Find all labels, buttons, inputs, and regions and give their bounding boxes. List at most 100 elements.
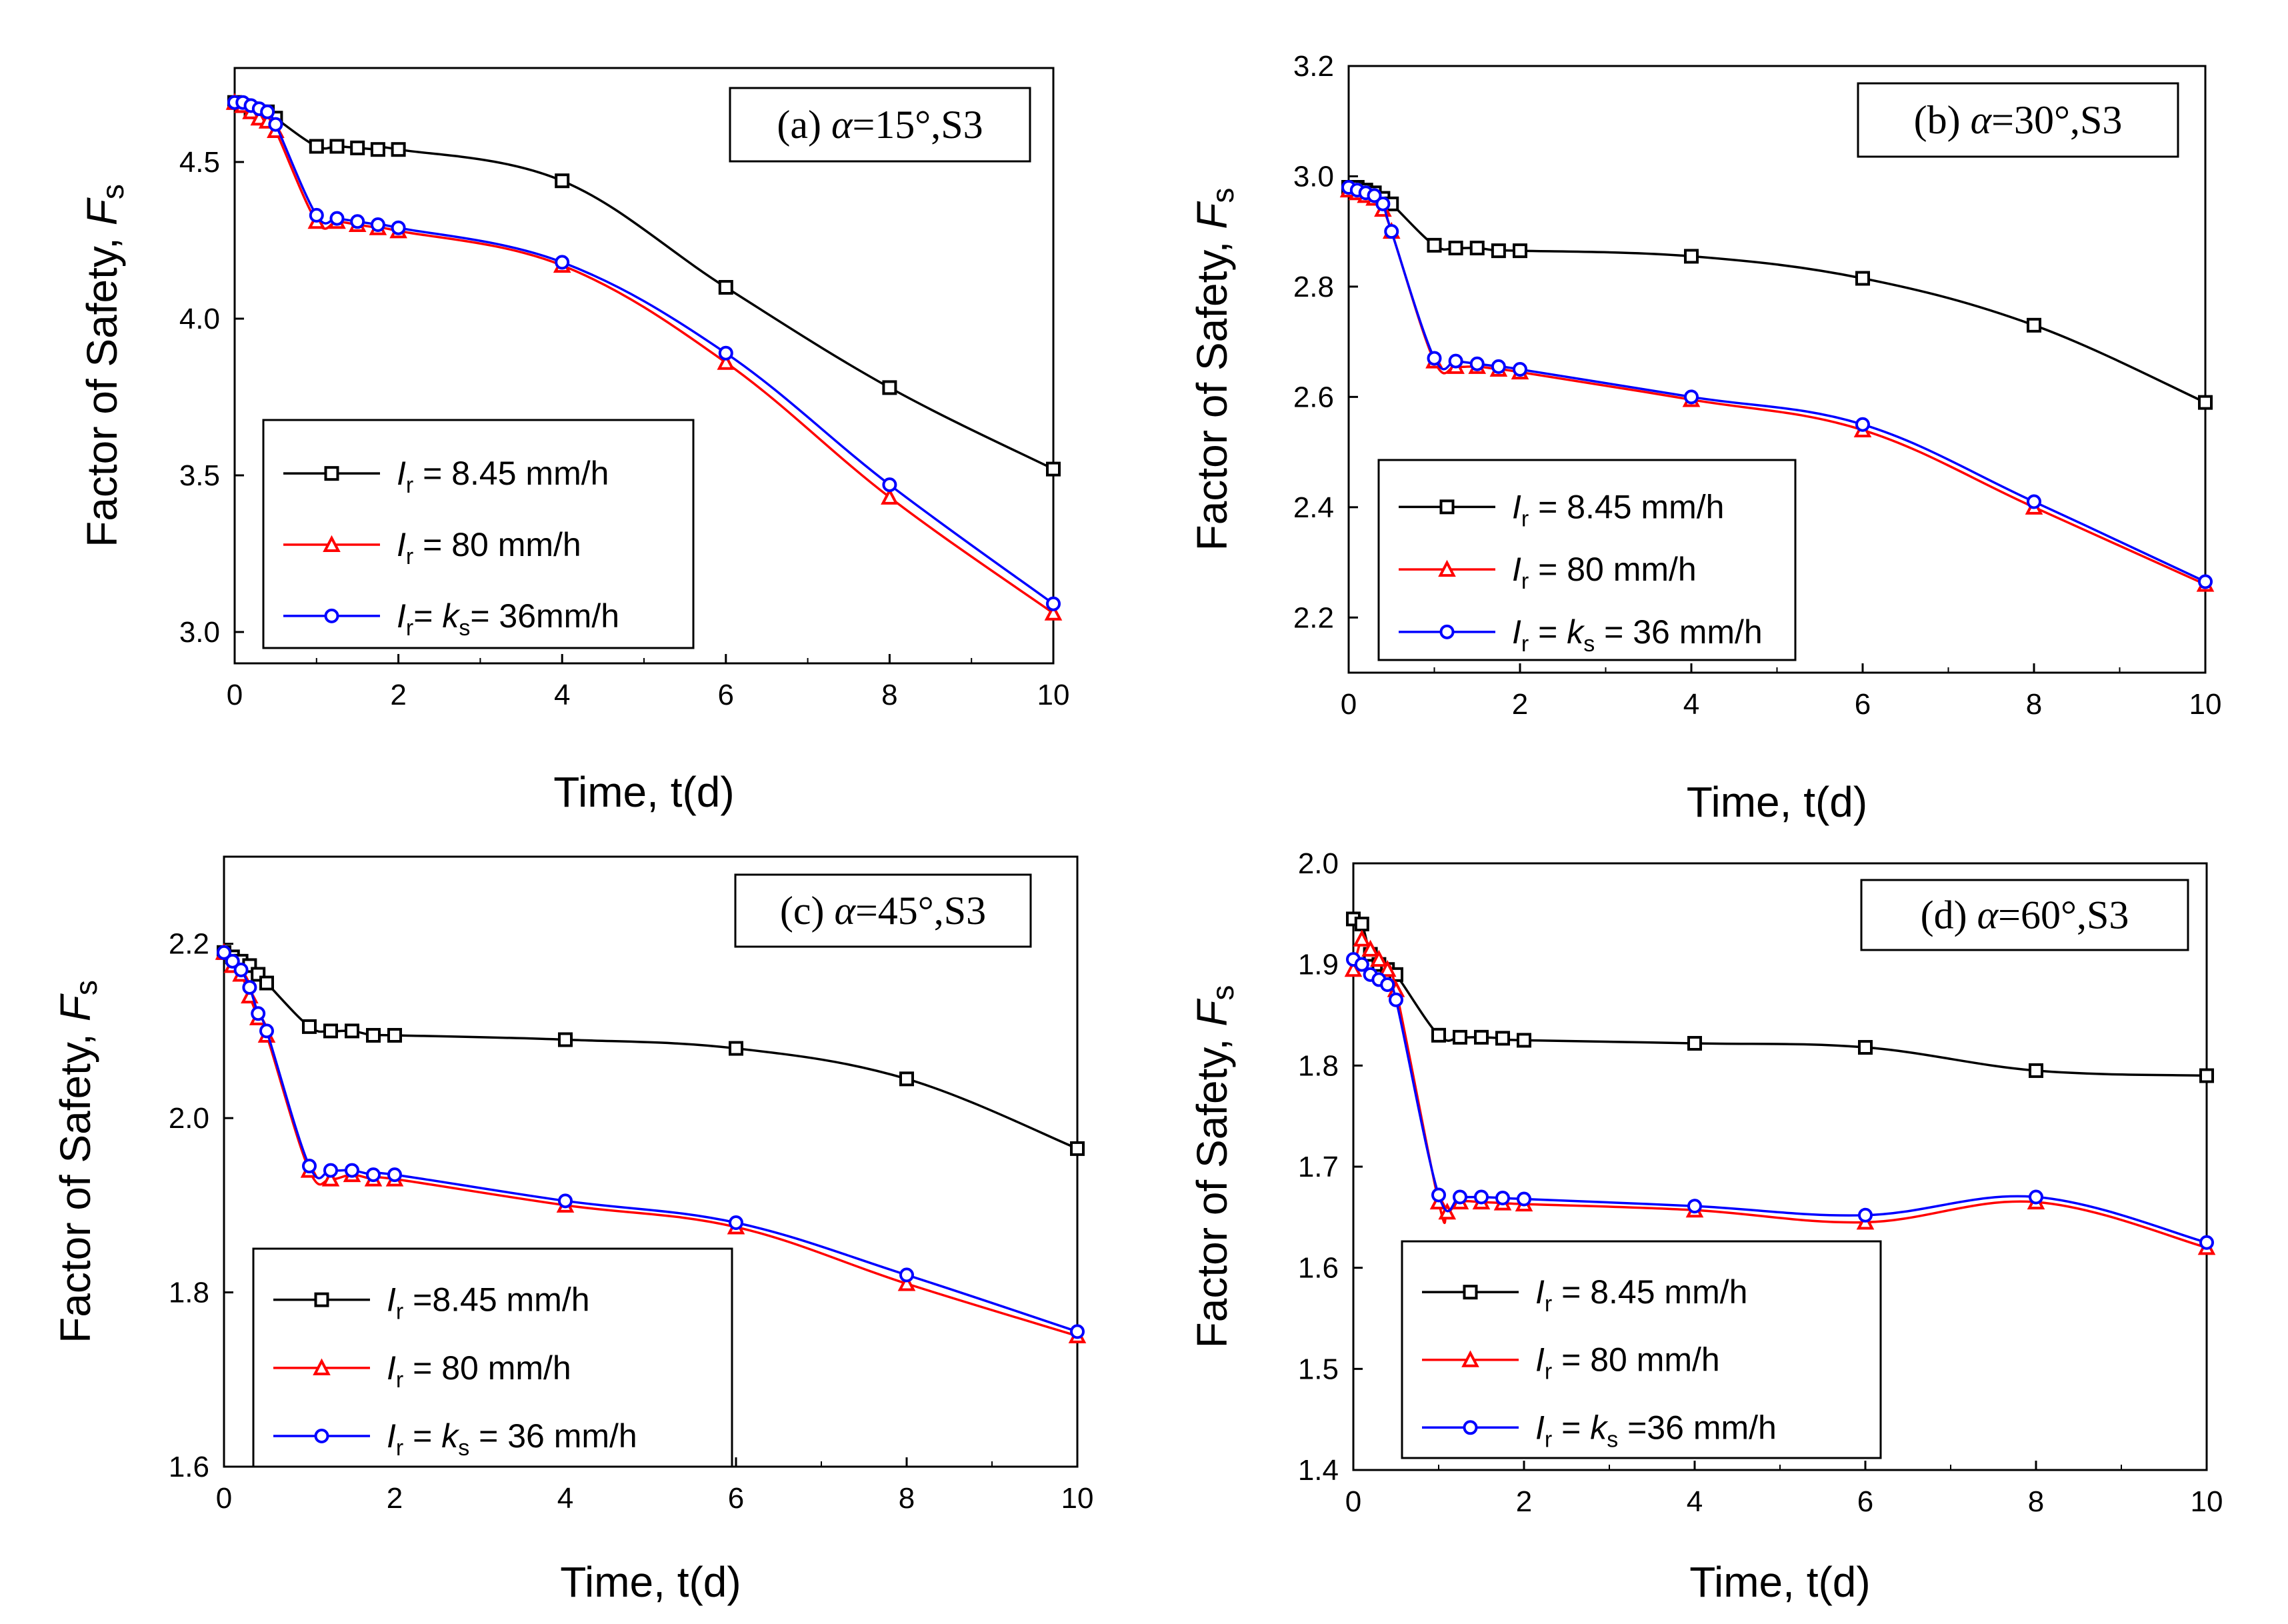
panel-title-frame bbox=[729, 87, 1031, 163]
data-point bbox=[1367, 188, 1382, 203]
data-point bbox=[370, 142, 385, 157]
chart-panel-a: 0 2 4 6 8 10 3.0 3.5 4.0 4.5 Time, t(d) Factor of S… bbox=[78, 67, 1070, 816]
data-point bbox=[718, 345, 733, 361]
data-point bbox=[882, 477, 897, 493]
data-point bbox=[1448, 353, 1463, 369]
panel-title-frame bbox=[1857, 82, 2179, 158]
data-point bbox=[329, 139, 345, 154]
legend-marker bbox=[324, 466, 339, 481]
data-point bbox=[302, 1019, 317, 1034]
data-point bbox=[1044, 603, 1063, 621]
panel-title: (b) α=30°,S3 bbox=[1914, 98, 2123, 142]
y-tick-label: 1.5 bbox=[1298, 1353, 1339, 1385]
x-tick-label: 2 bbox=[1512, 688, 1528, 721]
data-point bbox=[1858, 1207, 1873, 1223]
legend-entry-1: Ir = 80 mm/h bbox=[1399, 551, 1697, 594]
legend-label: Ir = 80 mm/h bbox=[1535, 1341, 1720, 1385]
data-point bbox=[345, 1163, 359, 1178]
data-point bbox=[1070, 1141, 1085, 1156]
y-tick-label: 3.2 bbox=[1293, 50, 1334, 83]
chart-panel-c: 0 2 4 6 8 10 1.6 1.8 2.0 2.2 Time, t(d) Factor of S… bbox=[51, 855, 1094, 1606]
legend-entry-2: Ir = ks = 36 mm/h bbox=[273, 1417, 637, 1461]
data-point bbox=[2029, 1189, 2043, 1205]
data-point bbox=[1453, 1189, 1467, 1205]
data-point bbox=[1517, 1033, 1531, 1048]
legend-entry-1: Ir = 80 mm/h bbox=[283, 526, 581, 569]
legend-marker bbox=[314, 1429, 329, 1444]
legend-label: Ir = 80 mm/h bbox=[1512, 551, 1697, 594]
data-point bbox=[268, 117, 283, 132]
data-point bbox=[366, 1167, 381, 1183]
data-point bbox=[718, 280, 733, 295]
legend: Ir = 8.45 mm/h Ir = 80 mm/h Ir= ks= 36mm/h bbox=[262, 419, 695, 649]
data-point bbox=[1855, 271, 1870, 286]
panel-title-frame bbox=[734, 873, 1032, 948]
y-tick-label: 4.0 bbox=[179, 303, 220, 335]
panel-title: (d) α=60°,S3 bbox=[1921, 893, 2129, 937]
data-point bbox=[1070, 1324, 1085, 1339]
legend-label: Ir= ks= 36mm/h bbox=[397, 597, 619, 641]
x-tick-label: 6 bbox=[728, 1482, 744, 1515]
data-point bbox=[329, 211, 345, 226]
data-point bbox=[2198, 574, 2213, 589]
data-point bbox=[251, 1006, 266, 1021]
x-tick-label: 2 bbox=[387, 1482, 403, 1515]
panel-title: (a) α=15°,S3 bbox=[777, 103, 983, 147]
y-tick-label: 3.0 bbox=[1293, 160, 1334, 193]
data-point bbox=[323, 1023, 338, 1039]
data-point bbox=[1684, 389, 1699, 405]
y-tick-label: 2.4 bbox=[1293, 491, 1334, 524]
data-point bbox=[1375, 196, 1391, 211]
y-tick-label: 2.0 bbox=[169, 1102, 209, 1135]
series-2 bbox=[1346, 952, 2214, 1250]
y-axis-title: Factor of Safety, Fs bbox=[1188, 188, 1240, 551]
legend-label: Ir = 80 mm/h bbox=[387, 1349, 571, 1393]
data-point bbox=[366, 1027, 381, 1043]
data-point bbox=[899, 1071, 914, 1087]
y-tick-label: 1.6 bbox=[1298, 1252, 1339, 1285]
data-point bbox=[1513, 362, 1527, 377]
legend-marker bbox=[1439, 624, 1455, 639]
data-point bbox=[729, 1215, 743, 1230]
legend-frame bbox=[252, 1247, 733, 1468]
panel-title-frame bbox=[1860, 879, 2189, 951]
legend-label: Ir = 8.45 mm/h bbox=[397, 455, 609, 498]
data-point bbox=[350, 140, 365, 155]
data-point bbox=[2199, 1235, 2214, 1250]
x-tick-label: 0 bbox=[216, 1482, 232, 1515]
legend-label: Ir =8.45 mm/h bbox=[387, 1281, 590, 1325]
x-axis-title: Time, t(d) bbox=[1689, 1558, 1870, 1606]
data-point bbox=[259, 975, 274, 991]
legend-entry-0: Ir = 8.45 mm/h bbox=[1422, 1273, 1747, 1317]
data-point bbox=[1495, 1031, 1510, 1046]
series-2 bbox=[1341, 180, 2213, 589]
data-point bbox=[259, 1023, 274, 1039]
data-point bbox=[1687, 1035, 1702, 1051]
data-point bbox=[729, 1041, 743, 1056]
data-point bbox=[2029, 1063, 2043, 1078]
y-tick-label: 1.4 bbox=[1298, 1454, 1339, 1487]
data-point bbox=[882, 380, 897, 395]
data-point bbox=[1684, 249, 1699, 264]
legend: Ir =8.45 mm/h Ir = 80 mm/h Ir = ks = 36 mm… bbox=[252, 1247, 733, 1468]
data-point bbox=[1354, 917, 1369, 931]
legend-entry-0: Ir =8.45 mm/h bbox=[273, 1281, 590, 1325]
legend: Ir = 8.45 mm/h Ir = 80 mm/h Ir = ks =36 mm… bbox=[1401, 1240, 1882, 1459]
data-point bbox=[2198, 395, 2213, 410]
data-point bbox=[1384, 224, 1399, 239]
y-tick-label: 1.9 bbox=[1298, 949, 1339, 981]
data-point bbox=[899, 1267, 914, 1283]
data-point bbox=[1046, 596, 1061, 611]
legend-label: Ir = ks =36 mm/h bbox=[1535, 1409, 1777, 1452]
legend: Ir = 8.45 mm/h Ir = 80 mm/h Ir = ks = 36 m… bbox=[1377, 459, 1797, 661]
y-tick-label: 1.8 bbox=[169, 1277, 209, 1309]
series-2 bbox=[217, 945, 1085, 1339]
x-tick-label: 10 bbox=[1061, 1482, 1094, 1515]
x-tick-label: 10 bbox=[1037, 679, 1070, 711]
x-tick-label: 4 bbox=[554, 679, 570, 711]
data-point bbox=[897, 1274, 916, 1291]
data-point bbox=[1491, 243, 1506, 259]
legend-label: Ir = ks = 36 mm/h bbox=[1512, 613, 1763, 657]
x-tick-label: 0 bbox=[1345, 1485, 1361, 1518]
y-tick-label: 1.7 bbox=[1298, 1151, 1339, 1183]
